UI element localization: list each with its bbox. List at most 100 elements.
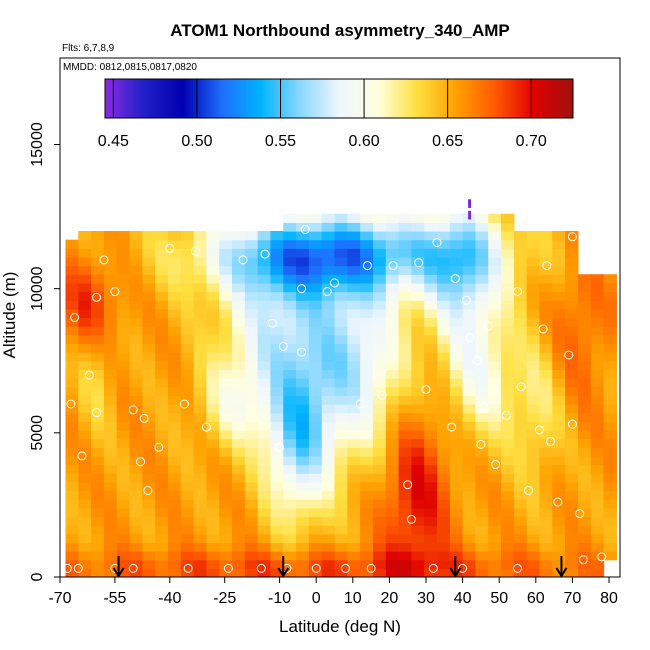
heatmap-cell <box>577 455 592 466</box>
heatmap-cell <box>513 464 528 474</box>
heatmap-cell <box>501 490 515 500</box>
heatmap-cell <box>436 360 451 370</box>
heatmap-cell <box>283 438 297 448</box>
heatmap-cell <box>590 308 605 319</box>
heatmap-cell <box>91 291 105 301</box>
heatmap-cell <box>436 464 451 474</box>
heatmap-cell <box>513 404 528 414</box>
heatmap-cell <box>308 369 323 379</box>
heatmap-cell <box>462 326 477 336</box>
heatmap-cell <box>270 326 284 336</box>
heatmap-cell <box>501 499 515 509</box>
heatmap-cell <box>565 447 579 457</box>
heatmap-cell <box>398 507 412 518</box>
heatmap-cell <box>155 499 169 509</box>
heatmap-cell <box>283 464 297 474</box>
heatmap-cell <box>424 274 438 284</box>
heatmap-cell <box>347 213 361 223</box>
heatmap-cell <box>283 404 297 414</box>
heatmap-cell <box>244 231 259 241</box>
heatmap-cell <box>193 343 207 353</box>
heatmap-cell <box>385 343 400 353</box>
heatmap-cell <box>180 533 195 543</box>
heatmap-cell <box>488 282 502 293</box>
heatmap-cell <box>526 265 541 275</box>
heatmap-cell <box>565 455 579 466</box>
heatmap-cell <box>603 429 617 440</box>
heatmap-cell <box>360 499 374 509</box>
sample-point <box>502 411 512 421</box>
heatmap-cell <box>219 317 233 327</box>
heatmap-cell <box>372 421 387 431</box>
heatmap-cell <box>513 317 528 327</box>
heatmap-cell <box>436 507 451 518</box>
heatmap-cell <box>360 326 374 336</box>
heatmap-cell <box>103 421 118 431</box>
sample-point <box>300 225 310 235</box>
heatmap-cell <box>129 291 143 301</box>
heatmap-cell <box>462 464 477 474</box>
heatmap-cell <box>424 559 438 569</box>
heatmap-cell <box>449 447 464 457</box>
heatmap-cell <box>501 308 515 319</box>
heatmap-cell <box>65 473 79 483</box>
heatmap-cell <box>462 404 477 414</box>
heatmap-cell <box>193 334 207 345</box>
heatmap-cell <box>462 559 477 569</box>
heatmap-cell <box>468 199 472 208</box>
heatmap-cell <box>501 429 515 440</box>
colorbar: 0.45 0.50 0.55 0.60 0.65 0.70 <box>98 78 574 150</box>
heatmap-cell <box>436 568 451 577</box>
heatmap-cell <box>308 231 323 241</box>
heatmap-cell <box>257 525 272 535</box>
heatmap-cell <box>603 352 617 362</box>
heatmap-cell <box>244 551 259 561</box>
heatmap-cell <box>385 568 400 577</box>
heatmap-cell <box>411 222 425 232</box>
heatmap-cell <box>142 360 156 370</box>
heatmap-cell <box>411 308 425 319</box>
heatmap-cell <box>116 507 131 518</box>
heatmap-cell <box>129 542 143 552</box>
heatmap-cell <box>501 239 515 249</box>
heatmap-cell <box>488 369 502 379</box>
heatmap-cell <box>475 438 489 448</box>
heatmap-cell <box>78 343 92 353</box>
heatmap-cell <box>283 455 297 466</box>
heatmap-cell <box>270 239 284 249</box>
heatmap-cell <box>129 248 143 258</box>
heatmap-cell <box>180 326 195 336</box>
heatmap-cell <box>360 490 374 500</box>
heatmap-cell <box>116 231 131 241</box>
heatmap-cell <box>142 343 156 353</box>
heatmap-cell <box>513 256 528 267</box>
x-tick-label: -40 <box>158 590 181 607</box>
heatmap-cell <box>501 360 515 370</box>
heatmap-cell <box>244 533 259 543</box>
heatmap-cell <box>360 265 374 275</box>
heatmap-cell <box>321 455 336 466</box>
heatmap-cell <box>475 551 489 561</box>
heatmap-cell <box>321 481 336 492</box>
heatmap-cell <box>232 551 246 561</box>
heatmap-cell <box>526 404 541 414</box>
heatmap-cell <box>296 412 310 422</box>
heatmap-cell <box>283 525 297 535</box>
heatmap-cell <box>142 334 156 345</box>
heatmap-cell <box>475 499 489 509</box>
heatmap-cell <box>308 429 323 440</box>
heatmap-cell <box>552 464 566 474</box>
heatmap-cell <box>219 473 233 483</box>
heatmap-cell <box>321 559 336 569</box>
heatmap-cell <box>142 317 156 327</box>
heatmap-cell <box>308 213 323 223</box>
heatmap-cell <box>219 334 233 345</box>
heatmap-cell <box>565 568 579 577</box>
heatmap-cell <box>462 421 477 431</box>
heatmap-cell <box>206 282 220 293</box>
heatmap-cell <box>411 282 425 293</box>
heatmap-cell <box>78 291 92 301</box>
heatmap-cell <box>283 274 297 284</box>
heatmap-cell <box>513 455 528 466</box>
heatmap-cell <box>257 404 272 414</box>
